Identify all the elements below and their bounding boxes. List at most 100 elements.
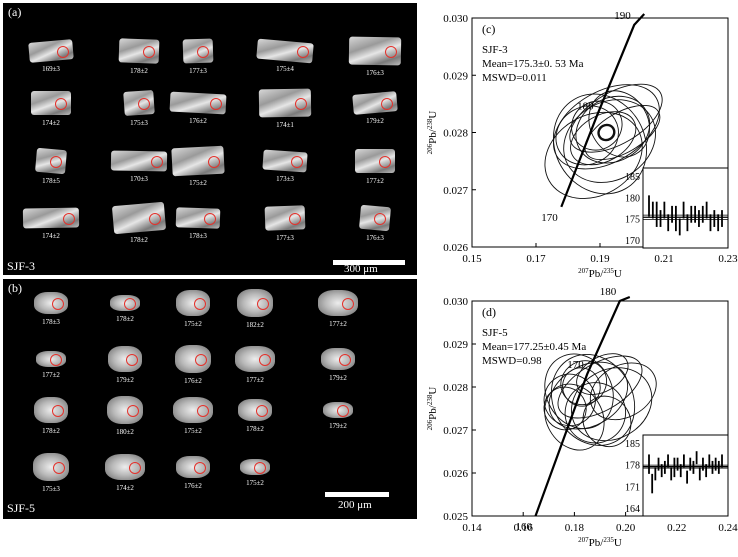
y-axis-label: 206Pb/238U <box>426 387 439 431</box>
analysis-spot <box>254 462 266 474</box>
y-tick-label: 0.029 <box>443 70 468 82</box>
concordia-age-label: 170 <box>541 212 558 224</box>
x-tick-label: 0.19 <box>590 253 610 265</box>
error-ellipse <box>582 395 632 448</box>
x-tick-label: 0.16 <box>514 522 534 534</box>
panel-a-scale-label: 300 μm <box>344 263 378 275</box>
error-ellipse <box>543 373 596 427</box>
analysis-spot <box>151 156 163 168</box>
analysis-spot <box>291 156 303 168</box>
analysis-spot <box>195 354 207 366</box>
panel-b-label: (b) <box>8 281 22 295</box>
stat-annotation: MSWD=0.98 <box>482 355 542 367</box>
analysis-spot <box>124 298 136 310</box>
spot-age-label: 177±3 <box>189 67 207 75</box>
spot-age-label: 174±1 <box>276 121 294 129</box>
spot-age-label: 178±2 <box>130 236 148 244</box>
x-axis-label: 207Pb/235U <box>578 267 622 280</box>
panel-b-scale-bar <box>325 492 389 497</box>
error-ellipse <box>555 105 619 166</box>
concordia-age-label: 190 <box>614 10 631 22</box>
panel-b-scale-label: 200 μm <box>338 499 372 511</box>
analysis-spot <box>197 46 209 58</box>
stat-annotation: SJF-3 <box>482 44 508 56</box>
error-ellipse <box>544 111 643 199</box>
spot-age-label: 177±2 <box>246 376 264 384</box>
analysis-spot <box>257 298 269 310</box>
spot-age-label: 176±2 <box>184 482 202 490</box>
spot-age-label: 174±2 <box>116 484 134 492</box>
x-tick-label: 0.21 <box>654 253 673 265</box>
panel-a-sample-label: SJF-3 <box>7 259 36 273</box>
analysis-spot <box>381 98 393 110</box>
panel-a-scale-bar <box>333 260 405 265</box>
spot-age-label: 179±2 <box>116 376 134 384</box>
error-ellipse <box>552 93 648 195</box>
analysis-spot <box>342 298 354 310</box>
analysis-spot <box>52 405 64 417</box>
analysis-spot <box>337 405 349 417</box>
error-ellipses <box>543 353 657 451</box>
x-tick-label: 0.14 <box>462 522 482 534</box>
panel-b-cl-image: (b) 178±3 178±2 175±2 182±2 177±2 177±2 179±2 1… <box>3 279 417 519</box>
analysis-spot <box>204 213 216 225</box>
analysis-spot <box>50 354 62 366</box>
spot-age-label: 176±3 <box>366 69 384 77</box>
error-ellipse <box>570 111 637 166</box>
analysis-spot <box>289 213 301 225</box>
analysis-spot <box>194 298 206 310</box>
y-tick-label: 0.026 <box>443 242 468 254</box>
panel-a-cl-image: (a) 169±3 178±2 177±3 175±4 176±3 174±2 175±3 1… <box>3 3 417 275</box>
error-ellipse <box>543 386 587 431</box>
y-tick-label: 0.025 <box>443 511 468 523</box>
y-tick-label: 0.026 <box>443 468 468 480</box>
concordia-curve <box>560 13 646 208</box>
spot-age-label: 175±3 <box>42 485 60 493</box>
spot-age-label: 177±2 <box>329 320 347 328</box>
y-tick-label: 0.028 <box>443 382 468 394</box>
spot-age-label: 178±2 <box>116 315 134 323</box>
spot-age-label: 179±2 <box>329 374 347 382</box>
stat-annotation: MSWD=0.011 <box>482 72 547 84</box>
x-tick-label: 0.18 <box>565 522 585 534</box>
spot-age-label: 175±3 <box>130 119 148 127</box>
spot-age-label: 177±3 <box>276 234 294 242</box>
inset-weighted-mean-plot <box>642 434 729 517</box>
analysis-spot <box>339 354 351 366</box>
spot-age-label: 170±3 <box>130 175 148 183</box>
spot-age-label: 178±5 <box>42 177 60 185</box>
analysis-spot <box>194 462 206 474</box>
spot-age-label: 174±2 <box>42 119 60 127</box>
inset-y-tick-label: 164 <box>625 504 640 515</box>
spot-age-label: 178±2 <box>42 427 60 435</box>
y-tick-label: 0.027 <box>443 185 468 197</box>
analysis-spot <box>374 213 386 225</box>
concordia-age-label: 160 <box>516 521 533 533</box>
x-tick-label: 0.24 <box>718 522 738 534</box>
panel-a-label: (a) <box>8 5 22 19</box>
spot-age-label: 176±2 <box>189 117 207 125</box>
analysis-spot <box>129 462 141 474</box>
analysis-spot <box>143 46 155 58</box>
inset-y-tick-label: 180 <box>625 193 640 204</box>
stat-annotation: Mean=177.25±0.45 Ma <box>482 341 586 353</box>
spot-age-label: 176±3 <box>366 234 384 242</box>
error-ellipse <box>569 83 663 153</box>
x-tick-label: 0.17 <box>526 253 546 265</box>
spot-age-label: 175±4 <box>276 65 294 73</box>
analysis-spot <box>55 98 67 110</box>
y-tick-label: 0.028 <box>443 128 468 140</box>
analysis-spot <box>50 156 62 168</box>
analysis-spot <box>197 405 209 417</box>
concordia-curve <box>534 295 631 517</box>
y-tick-label: 0.027 <box>443 425 468 437</box>
spot-age-label: 177±2 <box>366 177 384 185</box>
x-tick-label: 0.15 <box>462 253 482 265</box>
analysis-spot <box>297 46 309 58</box>
error-ellipses <box>544 83 663 199</box>
spot-age-label: 174±2 <box>42 232 60 240</box>
error-ellipse <box>563 99 656 183</box>
error-ellipse <box>571 100 623 151</box>
panel-label: (c) <box>482 22 495 36</box>
x-tick-label: 0.23 <box>718 253 738 265</box>
